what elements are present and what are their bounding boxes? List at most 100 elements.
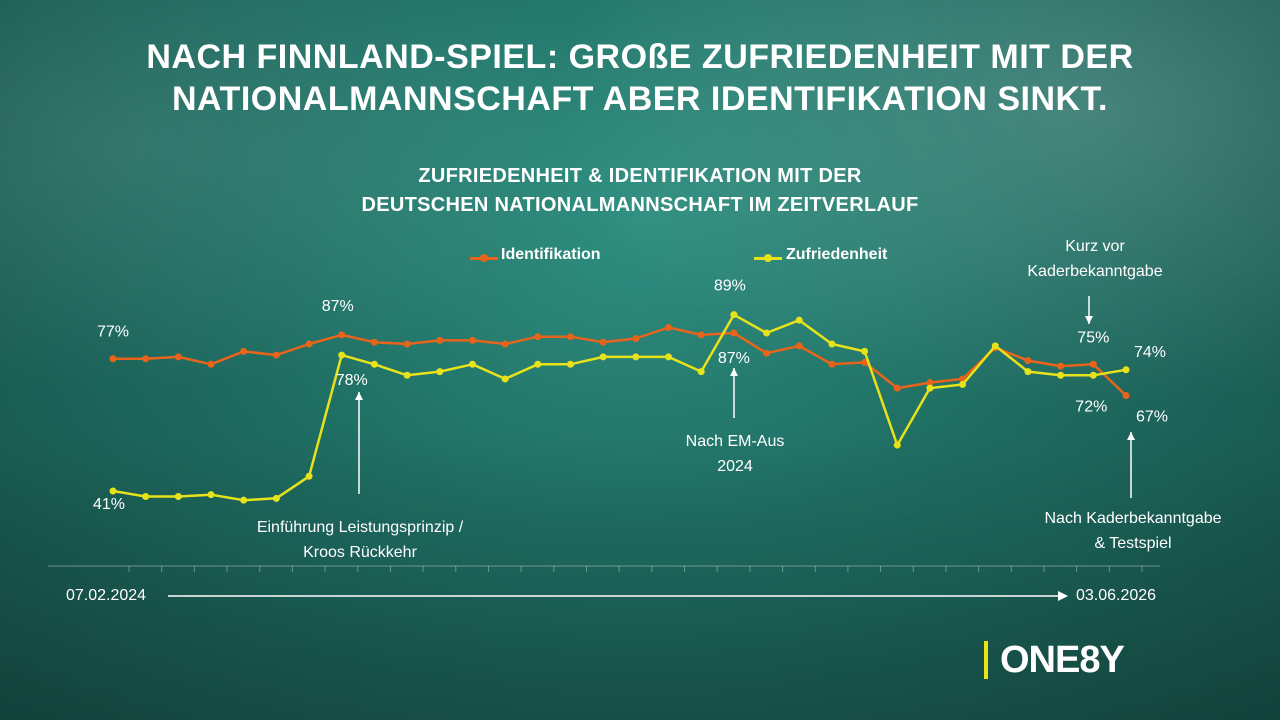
annotation-arrow-kurz-vor-head — [1085, 316, 1093, 324]
data-point-identifikation — [861, 358, 869, 366]
data-point-identifikation — [828, 360, 836, 368]
annotation-em-aus-line-2: 2024 — [717, 458, 753, 475]
data-point-identifikation — [599, 338, 607, 346]
annotation-leistungsprinzip-line-2: Kroos Rückkehr — [303, 544, 417, 561]
data-label: 67% — [1136, 408, 1168, 425]
data-point-zufriedenheit — [599, 353, 607, 361]
data-point-zufriedenheit — [1057, 371, 1065, 379]
data-label: 41% — [93, 496, 125, 513]
x-axis-end-label: 03.06.2026 — [1076, 587, 1157, 604]
chart-subtitle: ZUFRIEDENHEIT & IDENTIFIKATION MIT DER D… — [240, 162, 1040, 220]
data-point-identifikation — [697, 331, 705, 339]
data-point-identifikation — [338, 331, 346, 339]
data-point-identifikation — [109, 355, 117, 363]
data-point-zufriedenheit — [566, 360, 574, 368]
annotation-kurz-vor-line-2: Kaderbekanntgabe — [1027, 263, 1163, 280]
data-point-zufriedenheit — [763, 329, 771, 337]
annotation-kurz-vor-line-1: Kurz vor — [1065, 238, 1125, 255]
legend-marker-identifikation — [480, 254, 488, 262]
brand-bar — [984, 641, 988, 679]
data-point-zufriedenheit — [501, 375, 509, 383]
data-label: 87% — [322, 298, 354, 315]
legend-label-identifikation: Identifikation — [501, 246, 601, 263]
data-point-zufriedenheit — [207, 491, 215, 499]
data-point-identifikation — [1024, 357, 1032, 365]
data-point-zufriedenheit — [697, 368, 705, 376]
brand-wordmark: ONE8Y — [1000, 638, 1125, 681]
data-label: 87% — [718, 350, 750, 367]
data-point-identifikation — [534, 333, 542, 341]
annotation-nach-kader: Nach Kaderbekanntgabe & Testspiel — [1013, 506, 1253, 556]
data-point-zufriedenheit — [632, 353, 640, 361]
data-point-zufriedenheit — [1122, 366, 1130, 374]
annotation-em-aus-line-1: Nach EM-Aus — [685, 433, 785, 450]
legend-marker-zufriedenheit — [764, 254, 772, 262]
data-label: 77% — [97, 324, 129, 341]
data-label: 72% — [1075, 398, 1107, 415]
data-point-identifikation — [305, 340, 313, 348]
data-point-zufriedenheit — [991, 342, 999, 350]
data-point-identifikation — [501, 340, 509, 348]
x-axis-start-label: 07.02.2024 — [66, 587, 147, 604]
data-point-zufriedenheit — [665, 353, 673, 361]
data-point-zufriedenheit — [174, 493, 182, 501]
annotation-em-aus: Nach EM-Aus 2024 — [635, 429, 835, 479]
data-point-zufriedenheit — [436, 368, 444, 376]
annotation-nach-kader-line-2: & Testspiel — [1094, 535, 1172, 552]
data-point-zufriedenheit — [240, 496, 248, 504]
data-point-identifikation — [566, 333, 574, 341]
data-point-zufriedenheit — [109, 487, 117, 495]
chart-subtitle-line-1: ZUFRIEDENHEIT & IDENTIFIKATION MIT DER — [418, 165, 862, 187]
data-point-identifikation — [207, 360, 215, 368]
data-label: 89% — [714, 278, 746, 295]
headline: NACH FINNLAND-SPIEL: GROßE ZUFRIEDENHEIT… — [146, 38, 1134, 118]
data-point-identifikation — [632, 335, 640, 343]
data-point-zufriedenheit — [142, 493, 150, 501]
time-arrow-head — [1058, 591, 1068, 601]
data-point-zufriedenheit — [828, 340, 836, 348]
data-point-zufriedenheit — [1089, 371, 1097, 379]
data-point-zufriedenheit — [893, 441, 901, 449]
data-point-zufriedenheit — [305, 472, 313, 480]
data-point-zufriedenheit — [338, 351, 346, 359]
annotation-nach-kader-line-1: Nach Kaderbekanntgabe — [1044, 510, 1222, 527]
data-point-identifikation — [893, 384, 901, 392]
data-label: 78% — [336, 372, 368, 389]
data-point-identifikation — [142, 355, 150, 363]
data-point-zufriedenheit — [370, 360, 378, 368]
data-point-identifikation — [1122, 391, 1130, 399]
data-point-zufriedenheit — [272, 494, 280, 502]
data-label: 74% — [1134, 344, 1166, 361]
annotation-leistungsprinzip-line-1: Einführung Leistungsprinzip / — [256, 519, 464, 536]
data-point-zufriedenheit — [795, 316, 803, 324]
data-point-zufriedenheit — [926, 384, 934, 392]
data-point-identifikation — [926, 379, 934, 387]
data-point-identifikation — [436, 336, 444, 344]
data-point-identifikation — [240, 347, 248, 355]
annotation-leistungsprinzip: Einführung Leistungsprinzip / Kroos Rück… — [200, 515, 520, 565]
data-point-identifikation — [272, 351, 280, 359]
data-point-zufriedenheit — [534, 360, 542, 368]
data-point-identifikation — [174, 353, 182, 361]
annotation-kurz-vor: Kurz vor Kaderbekanntgabe — [995, 234, 1195, 284]
data-point-identifikation — [1089, 360, 1097, 368]
chart-subtitle-line-2: DEUTSCHEN NATIONALMANNSCHAFT IM ZEITVERL… — [361, 194, 919, 216]
legend-label-zufriedenheit: Zufriedenheit — [786, 246, 888, 263]
data-point-zufriedenheit — [861, 347, 869, 355]
data-point-identifikation — [370, 338, 378, 346]
data-point-identifikation — [763, 349, 771, 357]
brand-logo: ONE8Y — [984, 638, 1125, 681]
data-point-zufriedenheit — [730, 311, 738, 319]
data-point-zufriedenheit — [1024, 368, 1032, 376]
annotation-arrow-nach-kader-head — [1127, 432, 1135, 440]
data-label: 75% — [1077, 329, 1109, 346]
series-line-zufriedenheit — [112, 313, 1127, 502]
data-point-zufriedenheit — [959, 380, 967, 388]
data-point-zufriedenheit — [468, 360, 476, 368]
data-point-identifikation — [795, 342, 803, 350]
data-point-identifikation — [1057, 362, 1065, 370]
series-line-identifikation — [113, 326, 1127, 397]
annotation-arrow-em-aus-head — [730, 368, 738, 376]
data-point-zufriedenheit — [403, 371, 411, 379]
